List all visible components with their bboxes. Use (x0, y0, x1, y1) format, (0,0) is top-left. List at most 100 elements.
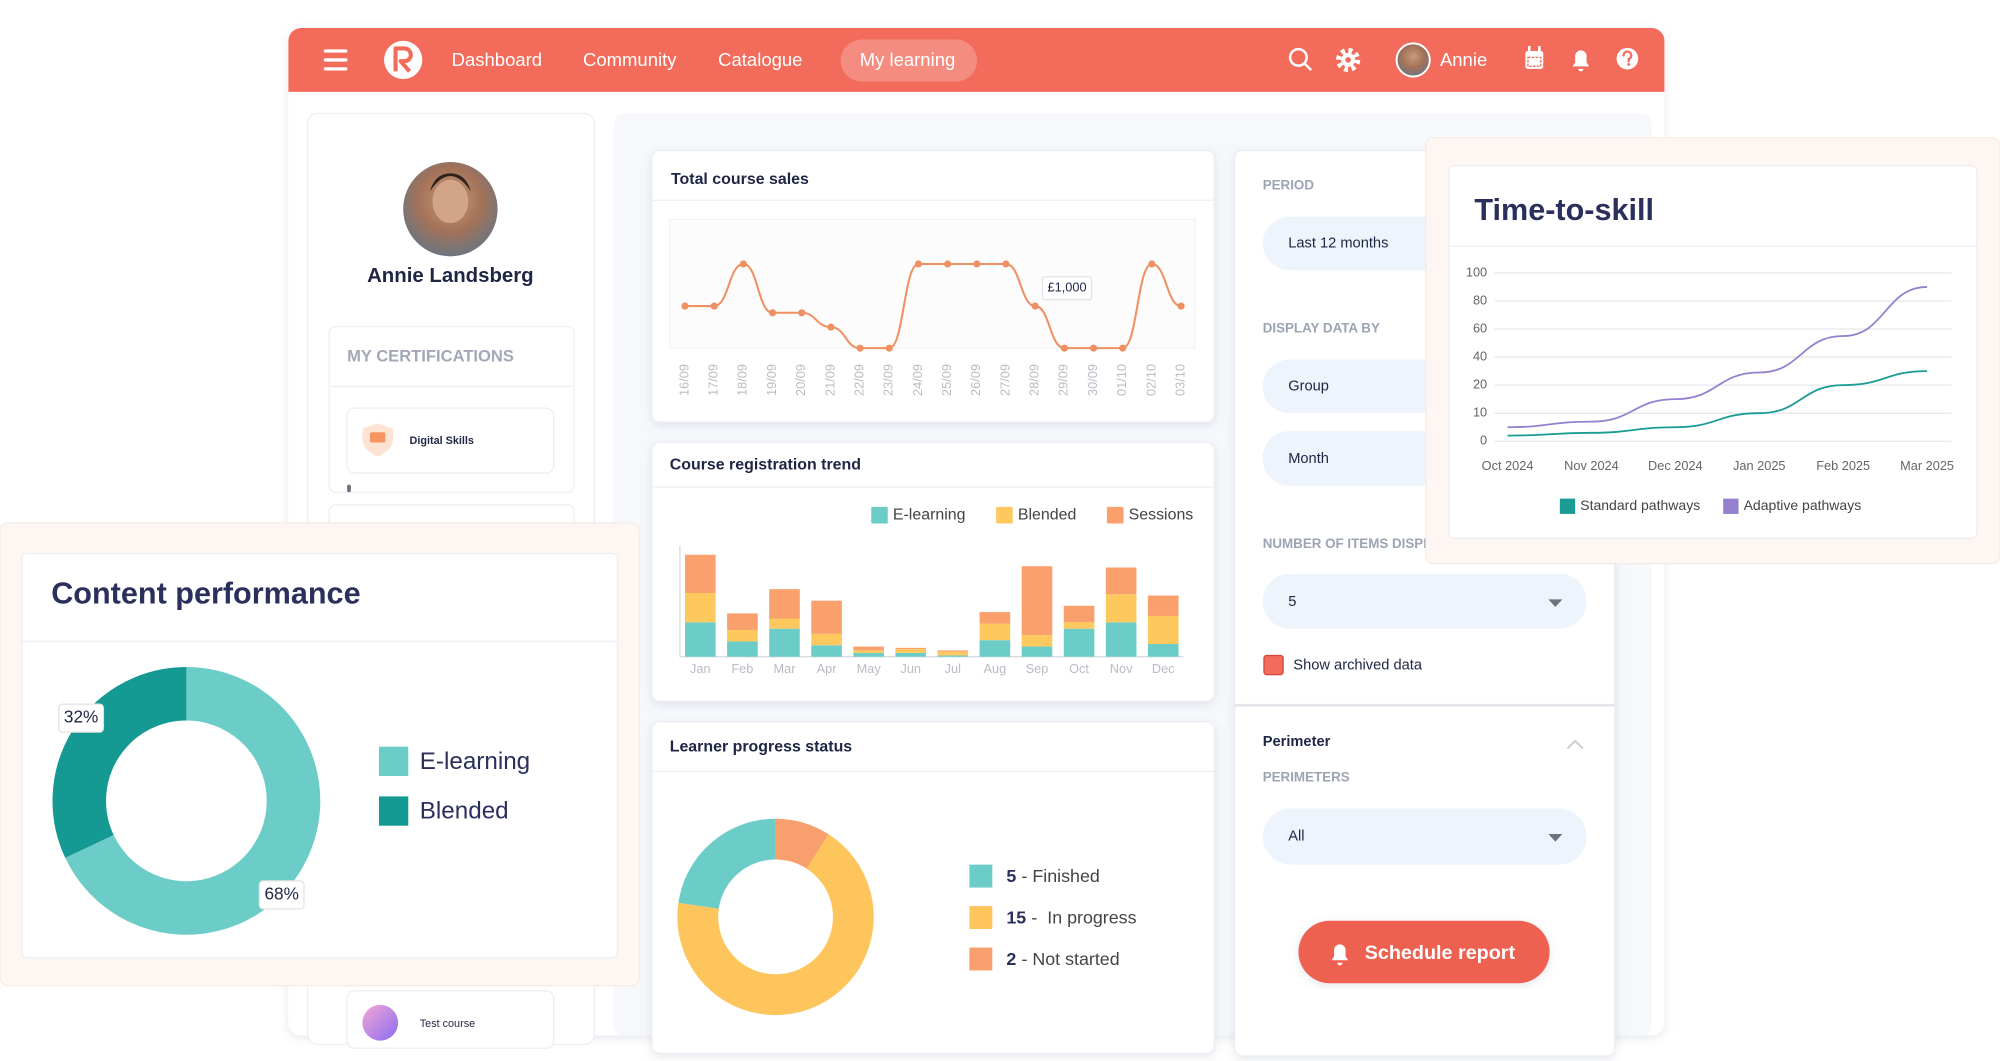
bar-segment (1147, 615, 1179, 644)
items-select[interactable] (1262, 573, 1587, 629)
y-tick-label: 0 (1480, 433, 1487, 448)
filter-label: DISPLAY DATA BY (1263, 321, 1380, 336)
logo-mark (393, 46, 413, 73)
point (885, 344, 893, 352)
y-tick-label: 10 (1473, 405, 1487, 420)
x-tick-label: Mar (774, 661, 797, 676)
donut-segment (774, 818, 829, 870)
notifications-icon[interactable] (1572, 50, 1590, 72)
user-avatar[interactable] (1395, 42, 1431, 78)
collapse-chevron[interactable] (1566, 739, 1584, 750)
search-icon[interactable] (1288, 47, 1313, 72)
registration-chart: Jan Feb Mar Apr May Jun Jul Aug Sep Oct Nov Dec E-le… (685, 506, 1194, 676)
point (973, 260, 981, 268)
y-tick-label: 60 (1473, 320, 1487, 335)
legend-value: 15 (1006, 908, 1026, 928)
x-tick-label: 28/09 (1027, 364, 1042, 396)
x-tick-label: 19/09 (764, 364, 779, 396)
point (1148, 260, 1156, 268)
x-tick-label: 25/09 (939, 364, 954, 396)
card-title: Total course sales (671, 171, 809, 188)
legend-swatch (996, 506, 1013, 524)
x-tick-label: Nov 2024 (1564, 458, 1619, 473)
x-tick-label: Jan (690, 661, 711, 676)
point (827, 323, 835, 331)
bar-segment (1147, 643, 1179, 657)
x-tick-label: 03/10 (1172, 364, 1187, 396)
x-tick-label: Dec (1152, 661, 1175, 676)
bar-segment (769, 628, 800, 657)
scroll-indicator (347, 484, 351, 493)
bar-segment (853, 652, 884, 657)
bar-segment (1105, 594, 1137, 623)
items-value: 5 (1288, 594, 1296, 610)
menu-icon[interactable] (323, 49, 348, 71)
x-tick-label: 02/10 (1143, 364, 1158, 396)
bar-segment (1021, 646, 1053, 657)
x-tick-label: 16/09 (676, 364, 691, 396)
legend-label: Standard pathways (1580, 497, 1700, 513)
card-title: Time-to-skill (1474, 193, 1654, 227)
content-performance-chart: 68% 32% E-learning Blended (52, 666, 530, 935)
display-value: Month (1288, 451, 1329, 467)
x-tick-label: 01/10 (1114, 364, 1129, 396)
help-icon[interactable] (1616, 47, 1639, 70)
schedule-label: Schedule report (1365, 942, 1516, 964)
bar-segment (1021, 635, 1053, 647)
course-card[interactable] (346, 990, 555, 1049)
legend-label: - Finished (1021, 866, 1099, 886)
certification-card[interactable] (346, 407, 555, 474)
x-tick-label: 18/09 (735, 364, 750, 396)
nav-item[interactable]: My learning (860, 49, 956, 70)
legend-swatch (378, 796, 409, 826)
x-tick-label: Jun (900, 661, 921, 676)
y-tick-label: 100 (1466, 264, 1487, 279)
point (1031, 302, 1039, 310)
point (1089, 344, 1098, 352)
archived-label: Show archived data (1293, 658, 1423, 674)
nav-item[interactable]: Catalogue (718, 49, 802, 70)
bar-segment (937, 651, 969, 656)
point (944, 260, 952, 268)
legend-label: Sessions (1129, 506, 1194, 523)
legend-swatch (969, 864, 993, 888)
filter-label: PERIOD (1263, 178, 1315, 193)
progress-card (651, 721, 1215, 1054)
x-tick-label: Oct 2024 (1482, 458, 1534, 473)
point (739, 260, 747, 268)
x-tick-label: Dec 2024 (1648, 458, 1703, 473)
schedule-button[interactable] (1298, 920, 1550, 984)
bar-segment (979, 640, 1011, 657)
user-name[interactable]: Annie (1440, 49, 1487, 70)
legend-swatch (1559, 498, 1576, 514)
bar-segment (727, 641, 758, 657)
nav-item[interactable]: Community (583, 49, 677, 70)
nav-item[interactable]: Dashboard (452, 49, 542, 70)
x-tick-label: Mar 2025 (1900, 458, 1954, 473)
legend-label: - In progress (1031, 908, 1136, 928)
time-to-skill-chart: 0 10 20 40 60 80 100 Oct 2024 Nov 2024 Dec 2024 Ja… (1466, 264, 1954, 514)
x-tick-label: Feb 2025 (1816, 458, 1870, 473)
donut-segment (52, 666, 188, 858)
x-tick-label: May (857, 661, 882, 676)
calendar-icon[interactable] (1525, 45, 1544, 69)
point (1002, 260, 1010, 268)
x-tick-label: Nov (1110, 661, 1133, 676)
donut-segment (678, 818, 777, 910)
progress-chart: 5- Finished 15- In progress 2- Not started (677, 818, 1137, 1016)
archived-checkbox[interactable] (1263, 654, 1284, 676)
display-value: Group (1288, 378, 1329, 394)
sales-chart: 16/09 17/09 18/09 19/09 20/09 21/09 22/09 23/09… (676, 260, 1187, 396)
perimeters-select[interactable] (1262, 808, 1587, 865)
bar-segment (895, 649, 927, 653)
settings-icon[interactable] (1336, 47, 1361, 73)
certification-name: Digital Skills (410, 435, 474, 447)
point (914, 260, 923, 268)
bar-segment (1021, 566, 1053, 636)
legend-swatch (378, 746, 409, 776)
bell-icon (1331, 944, 1349, 966)
y-tick-label: 20 (1473, 376, 1487, 391)
legend-value: 2 (1006, 949, 1016, 969)
x-tick-label: 26/09 (968, 364, 983, 396)
period-value: Last 12 months (1288, 235, 1388, 251)
